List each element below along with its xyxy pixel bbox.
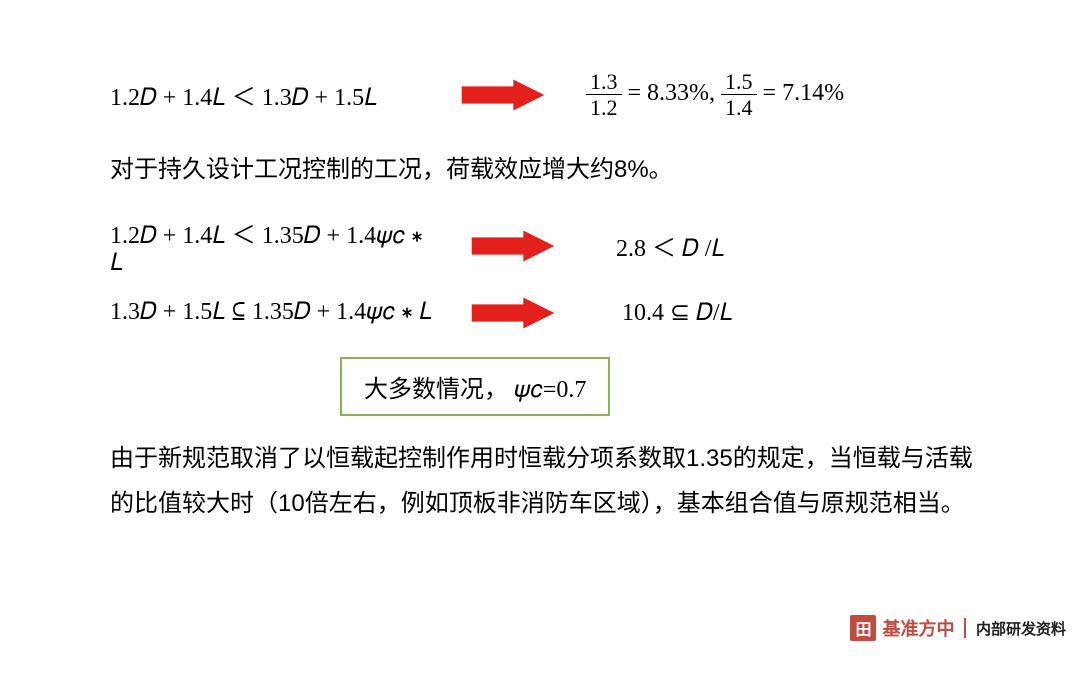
brand-logo-icon: 田 [850, 615, 876, 641]
frac-den: 1.2 [586, 95, 622, 119]
footer: 田 基准方中 内部研发资料 [850, 613, 1080, 643]
brand-name: 基准方中 [882, 615, 954, 641]
eq1-mid1: = 8.33%, [622, 80, 722, 106]
divider-icon [964, 618, 966, 638]
frac-num: 1.5 [721, 70, 757, 95]
arrow-icon [470, 228, 556, 264]
box-text: 大多数情况， 𝜓𝑐=0.7 [364, 377, 586, 403]
fraction-1: 1.3 1.2 [586, 70, 622, 119]
equation-row-1: 1.2𝐷 + 1.4𝐿 ＜ 1.3𝐷 + 1.5𝐿 1.3 1.2 = 8.33… [110, 70, 990, 119]
logo-glyph: 田 [855, 616, 871, 640]
equation-row-3: 1.3𝐷 + 1.5𝐿 ⊆ 1.35𝐷 + 1.4𝜓𝑐 ∗ 𝐿 10.4 ⊆ 𝐷… [110, 295, 990, 331]
paragraph-2: 由于新规范取消了以恒载起控制作用时恒载分项系数取1.35的规定，当恒载与活载的比… [110, 436, 990, 527]
eq1-lhs: 1.2𝐷 + 1.4𝐿 ＜ 1.3𝐷 + 1.5𝐿 [110, 77, 430, 112]
eq2-lhs: 1.2𝐷 + 1.4𝐿 ＜ 1.35𝐷 + 1.4𝜓𝑐 ∗ 𝐿 [110, 215, 440, 277]
slide-root: 1.2𝐷 + 1.4𝐿 ＜ 1.3𝐷 + 1.5𝐿 1.3 1.2 = 8.33… [0, 0, 1080, 675]
eq1-rhs: 1.3 1.2 = 8.33%, 1.5 1.4 = 7.14% [586, 70, 844, 119]
paragraph-1: 对于持久设计工况控制的工况，荷载效应增大约8%。 [110, 147, 990, 193]
eq3-rhs: 10.4 ⊆ 𝐷/𝐿 [622, 298, 733, 327]
eq3-lhs: 1.3𝐷 + 1.5𝐿 ⊆ 1.35𝐷 + 1.4𝜓𝑐 ∗ 𝐿 [110, 299, 440, 326]
frac-den: 1.4 [721, 95, 757, 119]
brand-sub: 内部研发资料 [976, 618, 1066, 639]
arrow-icon [460, 77, 546, 113]
frac-num: 1.3 [586, 70, 622, 95]
fraction-2: 1.5 1.4 [721, 70, 757, 119]
equation-row-2: 1.2𝐷 + 1.4𝐿 ＜ 1.35𝐷 + 1.4𝜓𝑐 ∗ 𝐿 2.8 ＜ 𝐷 … [110, 215, 990, 277]
highlight-box: 大多数情况， 𝜓𝑐=0.7 [340, 357, 610, 416]
eq2-rhs: 2.8 ＜ 𝐷 /𝐿 [616, 228, 725, 263]
arrow-icon [470, 295, 556, 331]
eq1-mid2: = 7.14% [757, 80, 845, 106]
